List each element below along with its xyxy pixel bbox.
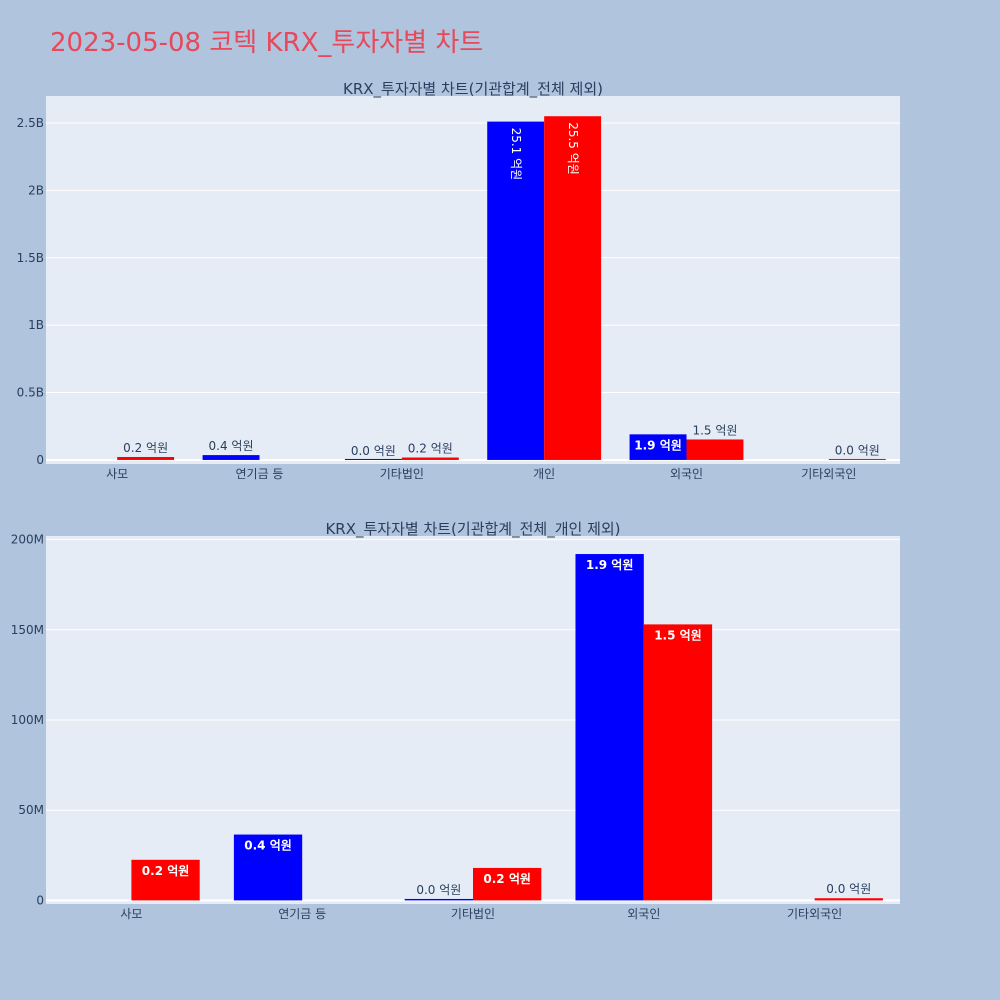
- data-label: 0.0 억원: [351, 444, 396, 458]
- y-tick-label: 2.5B: [17, 116, 44, 130]
- y-tick-label: 0: [36, 893, 44, 907]
- bar: [544, 116, 602, 460]
- bar: [473, 867, 542, 901]
- data-label: 0.0 억원: [416, 883, 461, 897]
- x-tick-label: 사모: [120, 907, 142, 921]
- y-tick-label: 50M: [18, 803, 44, 817]
- plot-area-top: [46, 96, 900, 464]
- data-label: 1.5 억원: [654, 628, 702, 642]
- bar: [233, 834, 303, 901]
- data-label: 1.9 억원: [634, 438, 682, 452]
- data-label: 0.2 억원: [408, 442, 453, 456]
- x-tick-label: 기타외국인: [801, 467, 856, 481]
- data-label: 25.1 억원: [509, 128, 523, 181]
- bar: [629, 434, 687, 460]
- bar: [404, 898, 473, 901]
- x-tick-label: 외국인: [627, 907, 660, 921]
- bar: [828, 458, 886, 460]
- x-tick-label: 기타법인: [451, 907, 495, 921]
- bar: [814, 898, 883, 901]
- data-label: 0.0 억원: [835, 444, 880, 458]
- chart-top-title: KRX_투자자별 차트(기관합계_전체 제외): [343, 80, 603, 99]
- bar: [686, 439, 744, 460]
- x-tick-label: 연기금 등: [236, 467, 284, 481]
- page-title: 2023-05-08 코텍 KRX_투자자별 차트: [50, 28, 484, 58]
- chart-bottom-title: KRX_투자자별 차트(기관합계_전체_개인 제외): [325, 520, 620, 539]
- bar: [643, 624, 713, 901]
- y-tick-label: 100M: [11, 713, 44, 727]
- y-tick-label: 0: [36, 453, 44, 467]
- data-label: 1.5 억원: [692, 423, 737, 437]
- bar: [131, 859, 200, 901]
- bar: [344, 458, 402, 460]
- x-tick-label: 외국인: [670, 467, 703, 481]
- bar: [202, 455, 260, 460]
- y-tick-label: 1B: [28, 318, 44, 332]
- data-label: 0.2 억원: [483, 872, 531, 886]
- bar: [575, 554, 644, 901]
- data-label: 0.4 억원: [244, 839, 292, 853]
- x-tick-label: 개인: [533, 467, 555, 481]
- x-tick-label: 사모: [106, 467, 128, 481]
- y-tick-label: 0.5B: [17, 386, 44, 400]
- bar: [117, 456, 175, 460]
- data-label: 0.2 억원: [142, 864, 190, 878]
- y-tick-label: 2B: [28, 183, 44, 197]
- x-tick-label: 연기금 등: [278, 907, 326, 921]
- chart-top: KRX_투자자별 차트(기관합계_전체 제외) 0 0.5B 1B 1.5B 2B 2.5…: [17, 80, 900, 481]
- y-tick-label: 150M: [11, 623, 44, 637]
- data-label: 25.5 억원: [566, 122, 580, 175]
- x-tick-label: 기타법인: [380, 467, 424, 481]
- x-tick-label: 기타외국인: [787, 907, 842, 921]
- data-label: 1.9 억원: [586, 558, 634, 572]
- bar: [401, 457, 459, 460]
- y-tick-label: 200M: [11, 533, 44, 547]
- chart-bottom: KRX_투자자별 차트(기관합계_전체_개인 제외) 0 50M 100M 150M 2…: [11, 520, 900, 921]
- bar: [487, 121, 545, 460]
- data-label: 0.0 억원: [826, 882, 871, 896]
- y-tick-label: 1.5B: [17, 251, 44, 265]
- data-label: 0.2 억원: [123, 441, 168, 455]
- data-label: 0.4 억원: [209, 439, 254, 453]
